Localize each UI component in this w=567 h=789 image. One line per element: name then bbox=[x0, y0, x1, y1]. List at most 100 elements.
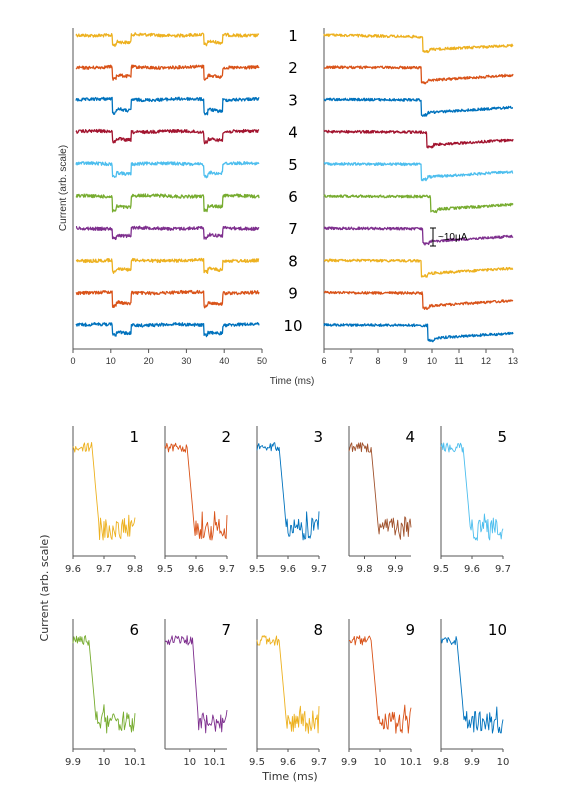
inset-trace-8 bbox=[256, 635, 320, 734]
trace-zoom-9 bbox=[323, 290, 514, 311]
bottom-ylabel: Current (arb. scale) bbox=[38, 535, 51, 642]
x-tick-label: 7 bbox=[348, 356, 353, 366]
top-left-traces bbox=[75, 32, 260, 338]
inset-trace-4 bbox=[348, 442, 412, 540]
inset-trace-1 bbox=[72, 441, 136, 541]
inset-x-tick-label: 9.6 bbox=[65, 564, 81, 575]
trace-numbers: 1 2 3 4 5 6 7 8 9 10 bbox=[283, 27, 302, 335]
x-tick-label: 0 bbox=[70, 356, 75, 366]
trace-label-8: 8 bbox=[288, 252, 298, 270]
x-tick-label: 40 bbox=[219, 356, 229, 366]
inset-label-2: 2 bbox=[221, 428, 231, 446]
trace-zoom-5 bbox=[323, 161, 514, 182]
x-tick-label: 6 bbox=[321, 356, 326, 366]
inset-trace-5 bbox=[440, 442, 504, 541]
x-tick-label: 9 bbox=[402, 356, 407, 366]
inset-x-tick-label: 9.9 bbox=[464, 757, 480, 768]
inset-x-tick-label: 10.1 bbox=[124, 757, 146, 768]
inset-7: 10 10.1 7 bbox=[164, 619, 231, 768]
inset-trace-2 bbox=[164, 442, 228, 541]
inset-label-1: 1 bbox=[129, 428, 139, 446]
trace-label-2: 2 bbox=[288, 59, 298, 77]
top-right-ticks: 6 7 8 9 10 11 12 13 bbox=[321, 349, 518, 366]
trace-label-1: 1 bbox=[288, 27, 298, 45]
trace-label-6: 6 bbox=[288, 188, 298, 206]
inset-x-tick-label: 9.7 bbox=[219, 564, 235, 575]
inset-x-tick-label: 9.5 bbox=[249, 757, 265, 768]
trace-zoom-7 bbox=[323, 226, 514, 246]
inset-x-tick-label: 10 bbox=[98, 757, 111, 768]
top-left-axes bbox=[72, 28, 262, 350]
trace-overview-2 bbox=[75, 64, 260, 81]
inset-label-6: 6 bbox=[129, 621, 139, 639]
inset-x-tick-label: 9.8 bbox=[127, 564, 143, 575]
inset-label-3: 3 bbox=[313, 428, 323, 446]
inset-x-tick-label: 9.6 bbox=[280, 564, 296, 575]
trace-label-5: 5 bbox=[288, 156, 298, 174]
inset-x-tick-label: 9.5 bbox=[157, 564, 173, 575]
top-right-traces bbox=[323, 33, 514, 343]
inset-3: 9.5 9.6 9.7 3 bbox=[249, 426, 327, 575]
inset-x-tick-label: 9.7 bbox=[96, 564, 112, 575]
trace-label-10: 10 bbox=[283, 317, 302, 335]
trace-zoom-4 bbox=[323, 129, 514, 149]
x-tick-label: 50 bbox=[257, 356, 267, 366]
inset-x-tick-label: 10.1 bbox=[400, 757, 422, 768]
inset-9: 9.9 10 10.1 9 bbox=[341, 619, 422, 768]
inset-x-tick-label: 10 bbox=[497, 757, 510, 768]
inset-x-tick-label: 9.6 bbox=[464, 564, 480, 575]
x-tick-label: 20 bbox=[144, 356, 154, 366]
inset-label-8: 8 bbox=[313, 621, 323, 639]
inset-x-tick-label: 10 bbox=[374, 757, 387, 768]
inset-x-tick-label: 9.8 bbox=[357, 564, 373, 575]
x-tick-label: 12 bbox=[481, 356, 491, 366]
inset-10: 9.8 9.9 10 10 bbox=[433, 619, 509, 768]
inset-x-tick-label: 9.6 bbox=[188, 564, 204, 575]
trace-overview-6 bbox=[75, 193, 260, 213]
inset-x-tick-label: 9.8 bbox=[433, 757, 449, 768]
trace-overview-4 bbox=[75, 128, 260, 145]
trace-overview-5 bbox=[75, 161, 260, 179]
inset-label-4: 4 bbox=[405, 428, 415, 446]
trace-zoom-6 bbox=[323, 194, 514, 214]
bottom-xlabel: Time (ms) bbox=[261, 770, 317, 783]
trace-overview-8 bbox=[75, 257, 260, 275]
trace-zoom-10 bbox=[323, 322, 514, 343]
x-tick-label: 8 bbox=[375, 356, 380, 366]
inset-x-tick-label: 9.9 bbox=[341, 757, 357, 768]
trace-overview-7 bbox=[75, 225, 260, 241]
trace-overview-9 bbox=[75, 289, 260, 309]
trace-label-7: 7 bbox=[288, 220, 298, 238]
top-ylabel: Current (arb. scale) bbox=[58, 145, 69, 231]
inset-label-10: 10 bbox=[488, 621, 507, 639]
top-xlabel: Time (ms) bbox=[270, 376, 315, 387]
trace-label-4: 4 bbox=[288, 124, 298, 142]
inset-x-tick-label: 9.7 bbox=[495, 564, 511, 575]
inset-8: 9.5 9.6 9.7 8 bbox=[249, 619, 327, 768]
trace-overview-1 bbox=[75, 32, 260, 48]
inset-x-tick-label: 9.7 bbox=[311, 757, 327, 768]
trace-label-3: 3 bbox=[288, 91, 298, 109]
insets: 9.6 9.7 9.8 1 9.5 9.6 9.7 2 9.5 9.6 9.7 3 9.8 9.9 4 9.5… bbox=[65, 426, 511, 768]
inset-trace-10 bbox=[440, 636, 504, 734]
inset-x-tick-label: 9.5 bbox=[249, 564, 265, 575]
trace-overview-3 bbox=[75, 96, 260, 116]
inset-x-tick-label: 9.7 bbox=[311, 564, 327, 575]
inset-label-9: 9 bbox=[405, 621, 415, 639]
x-tick-label: 10 bbox=[106, 356, 116, 366]
inset-x-tick-label: 9.6 bbox=[280, 757, 296, 768]
x-tick-label: 11 bbox=[454, 356, 463, 366]
top-left-ticks: 0 10 20 30 40 50 bbox=[70, 349, 267, 366]
x-tick-label: 10 bbox=[427, 356, 437, 366]
inset-trace-3 bbox=[256, 442, 320, 541]
scale-bar-label: ~10μA bbox=[438, 232, 468, 243]
trace-zoom-3 bbox=[323, 97, 514, 117]
x-tick-label: 30 bbox=[181, 356, 191, 366]
inset-trace-6 bbox=[72, 635, 136, 734]
trace-zoom-8 bbox=[323, 258, 514, 278]
trace-zoom-1 bbox=[323, 33, 514, 54]
inset-x-tick-label: 10 bbox=[183, 757, 196, 768]
inset-trace-7 bbox=[164, 635, 228, 734]
x-tick-label: 13 bbox=[508, 356, 518, 366]
